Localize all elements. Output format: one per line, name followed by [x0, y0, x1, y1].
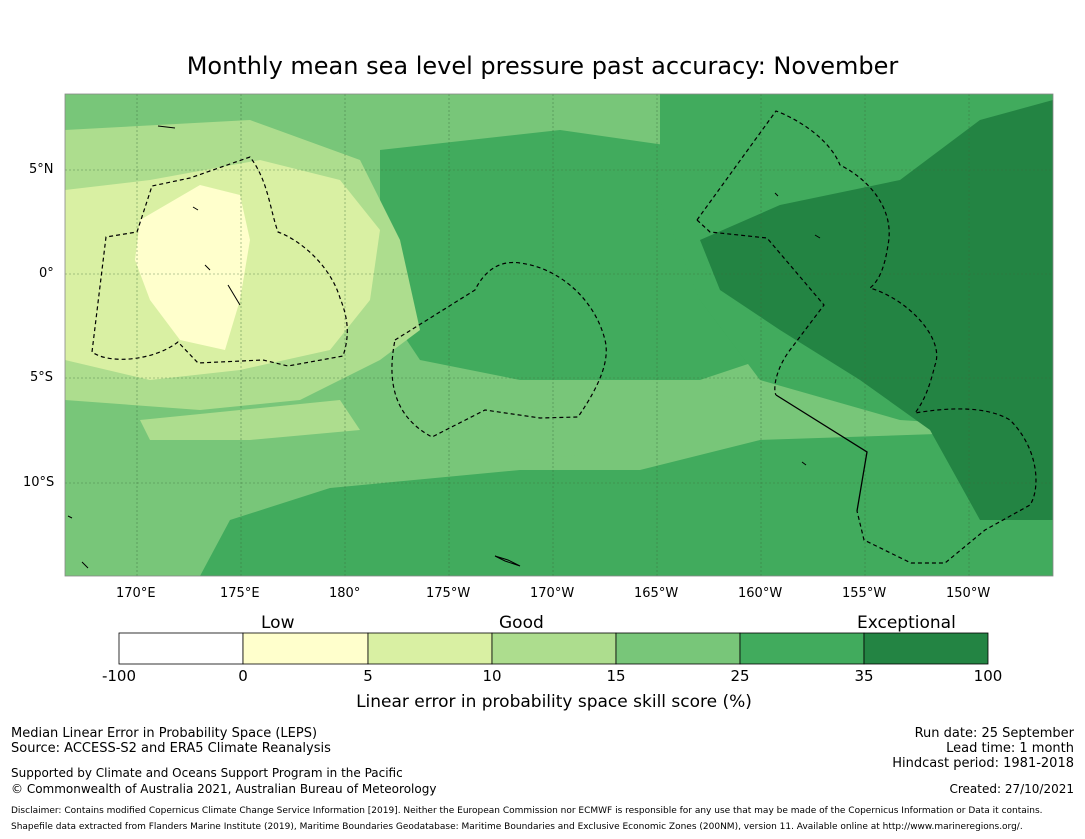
eez-boundaries	[91, 110, 1037, 564]
skill-region-very-low	[135, 185, 250, 350]
colorbar-tick: 0	[238, 667, 248, 685]
info-created: Created: 27/10/2021	[949, 782, 1074, 796]
colorbar-label: Linear error in probability space skill …	[356, 692, 752, 712]
lon-label: 165°W	[634, 586, 679, 601]
island	[67, 515, 73, 519]
lon-label: 180°	[329, 586, 361, 601]
disclaimer: Disclaimer: Contains modified Copernicus…	[11, 806, 1043, 816]
info-support: Supported by Climate and Oceans Support …	[11, 766, 403, 780]
legend-category-low: Low	[261, 613, 295, 633]
island	[157, 125, 176, 129]
colorbar-bin-2	[242, 632, 369, 665]
info-source: Source: ACCESS-S2 and ERA5 Climate Reana…	[11, 741, 331, 756]
info-lead-time: Lead time: 1 month	[946, 741, 1074, 756]
islands	[67, 125, 821, 569]
legend-category-good: Good	[499, 613, 544, 633]
colorbar-tick: 100	[973, 667, 1003, 685]
colorbar-tick: 5	[363, 667, 373, 685]
eez-solid-boundary	[775, 394, 868, 512]
shapefile-credit: Shapefile data extracted from Flanders M…	[11, 822, 1023, 832]
skill-patch-south-central	[480, 380, 760, 460]
map-title: Monthly mean sea level pressure past acc…	[186, 52, 899, 80]
colorbar-bin-3	[367, 632, 493, 665]
colorbar	[118, 632, 989, 665]
island	[774, 192, 779, 197]
colorbar-bin-7	[863, 632, 989, 665]
lon-label: 170°E	[116, 586, 156, 601]
eez-tokelau	[391, 261, 607, 438]
colorbar-tick: 35	[854, 667, 874, 685]
info-copyright: © Commonwealth of Australia 2021, Austra…	[11, 782, 437, 796]
skill-region-exceptional	[700, 100, 1053, 520]
lat-label: 10°S	[23, 475, 55, 490]
island	[494, 555, 521, 567]
lon-label: 170°W	[530, 586, 575, 601]
lat-label: 5°N	[29, 162, 54, 177]
colorbar-tick: -100	[101, 667, 137, 685]
colorbar-bin-6	[739, 632, 865, 665]
colorbar-tick: 15	[606, 667, 626, 685]
map-frame	[64, 93, 1054, 577]
lon-label: 175°W	[426, 586, 471, 601]
island	[81, 561, 89, 569]
colorbar-tick: 25	[730, 667, 750, 685]
info-run-date: Run date: 25 September	[914, 726, 1074, 741]
skill-score-field	[65, 94, 1053, 576]
island	[192, 206, 199, 211]
skill-patch-south-west	[140, 400, 360, 440]
lat-label: 0°	[39, 266, 54, 281]
eez-tuvalu-kiribati-west	[91, 156, 348, 367]
island	[814, 234, 821, 239]
lon-label: 150°W	[946, 586, 991, 601]
info-hindcast: Hindcast period: 1981-2018	[892, 756, 1074, 771]
island	[801, 461, 807, 466]
graticule	[65, 94, 1053, 576]
lon-label: 155°W	[842, 586, 887, 601]
legend-category-exceptional: Exceptional	[857, 613, 956, 633]
island	[204, 264, 211, 271]
colorbar-tick: 10	[482, 667, 502, 685]
colorbar-bin-4	[491, 632, 617, 665]
info-method: Median Linear Error in Probability Space…	[11, 726, 318, 741]
lon-label: 160°W	[738, 586, 783, 601]
eez-kiribati-line-islands	[696, 110, 1037, 564]
island	[227, 284, 241, 306]
skill-region-high-south	[200, 430, 1053, 576]
lon-label: 175°E	[220, 586, 260, 601]
colorbar-bin-5	[615, 632, 741, 665]
lat-label: 5°S	[30, 370, 54, 385]
colorbar-bin-1	[118, 632, 244, 665]
